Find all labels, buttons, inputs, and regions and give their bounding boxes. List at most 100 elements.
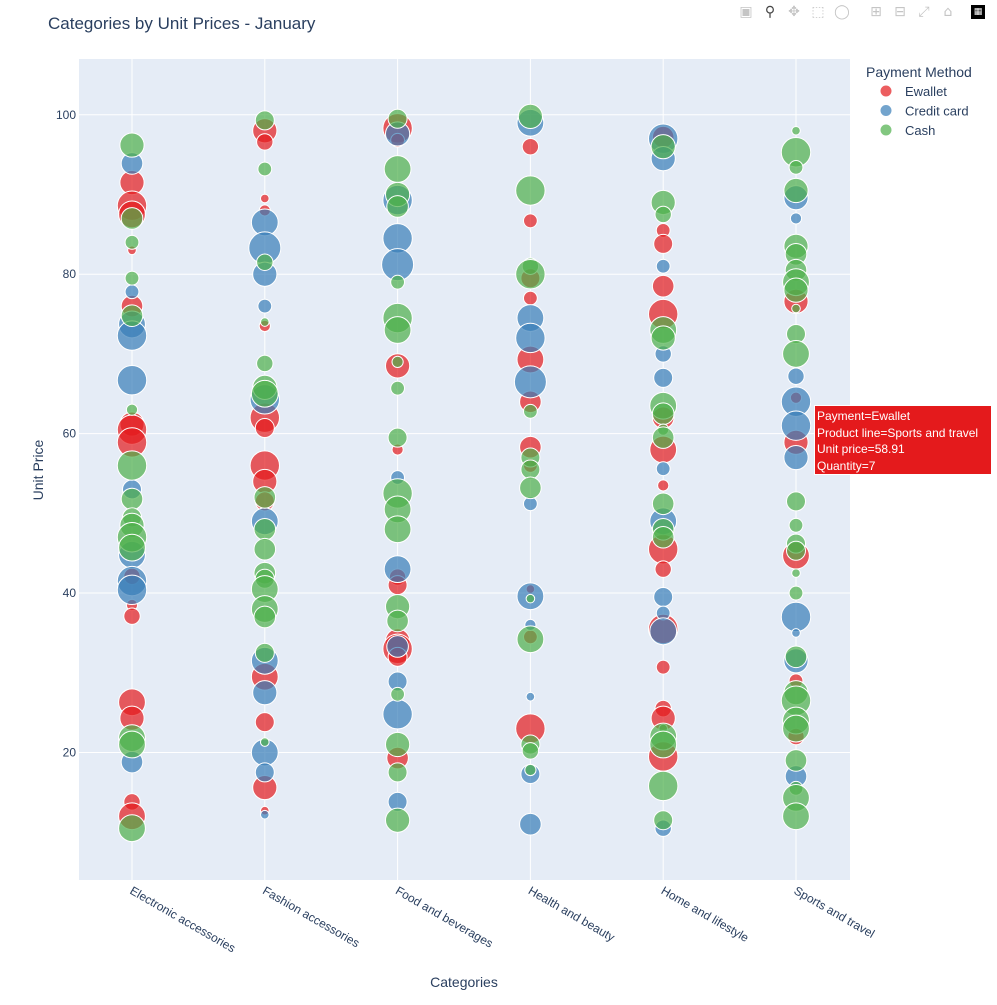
data-point[interactable] [791, 568, 801, 578]
data-point[interactable] [120, 304, 144, 327]
data-point[interactable] [254, 762, 275, 783]
data-point[interactable] [525, 593, 536, 604]
data-point[interactable] [382, 699, 413, 730]
camera-icon[interactable]: ▣ [739, 4, 753, 20]
legend-label[interactable]: Credit card [905, 104, 969, 119]
data-point[interactable] [783, 277, 809, 303]
data-point[interactable] [523, 403, 538, 419]
legend-label[interactable]: Cash [905, 123, 935, 138]
data-point[interactable] [784, 749, 808, 772]
data-point[interactable] [387, 762, 408, 783]
data-point[interactable] [783, 177, 809, 204]
data-point[interactable] [521, 137, 540, 156]
pan-icon[interactable]: ✥ [788, 4, 800, 20]
plotly-logo[interactable]: ▦ [971, 5, 985, 19]
data-point[interactable] [256, 133, 274, 151]
data-point[interactable] [648, 770, 679, 802]
data-point[interactable] [791, 125, 801, 136]
legend-marker[interactable] [879, 84, 893, 98]
data-point[interactable] [116, 450, 148, 481]
data-point[interactable] [651, 525, 675, 549]
data-point[interactable] [655, 461, 671, 477]
data-point[interactable] [780, 410, 812, 441]
data-point[interactable] [649, 730, 678, 759]
data-point[interactable] [786, 491, 806, 512]
data-point[interactable] [118, 730, 146, 759]
data-point[interactable] [651, 426, 675, 449]
plot-area[interactable] [79, 59, 850, 880]
data-point[interactable] [782, 714, 810, 743]
data-point[interactable] [256, 354, 274, 373]
data-point[interactable] [391, 355, 404, 368]
data-point[interactable] [253, 605, 277, 629]
data-point[interactable] [383, 555, 412, 584]
data-point[interactable] [385, 807, 411, 833]
data-point[interactable] [523, 213, 538, 229]
data-point[interactable] [383, 316, 412, 344]
data-point[interactable] [788, 517, 804, 533]
data-point[interactable] [523, 290, 538, 306]
data-point[interactable] [254, 110, 275, 131]
data-point[interactable] [386, 635, 409, 658]
data-point[interactable] [387, 427, 408, 448]
legend-label[interactable]: Ewallet [905, 84, 947, 99]
data-point[interactable] [386, 609, 409, 633]
data-point[interactable] [254, 712, 275, 733]
data-point[interactable] [787, 367, 805, 385]
data-point[interactable] [525, 691, 536, 702]
data-point[interactable] [783, 444, 809, 471]
data-point[interactable] [390, 380, 406, 396]
data-point[interactable] [786, 540, 806, 561]
data-point[interactable] [654, 560, 672, 578]
box-select-icon[interactable]: ⬚ [811, 4, 825, 20]
data-point[interactable] [519, 476, 542, 500]
reset-axes-icon[interactable]: ⌂ [943, 4, 953, 20]
data-point[interactable] [383, 155, 412, 183]
data-point[interactable] [655, 659, 671, 675]
data-point[interactable] [383, 515, 412, 544]
data-point[interactable] [517, 103, 544, 129]
data-point[interactable] [387, 108, 408, 129]
zoom-out-icon[interactable]: ⊟ [894, 4, 906, 20]
data-point[interactable] [116, 574, 148, 606]
zoom-icon[interactable]: ⚲ [764, 4, 776, 20]
data-point[interactable] [791, 628, 801, 638]
data-point[interactable] [254, 418, 275, 439]
data-point[interactable] [125, 403, 139, 416]
data-point[interactable] [253, 486, 277, 509]
data-point[interactable] [257, 161, 273, 177]
data-point[interactable] [120, 487, 144, 511]
data-point[interactable] [260, 193, 270, 204]
data-point[interactable] [260, 809, 270, 820]
data-point[interactable] [653, 233, 674, 254]
data-point[interactable] [252, 680, 278, 706]
autoscale-icon[interactable]: ⤢ [918, 4, 930, 20]
data-point[interactable] [780, 601, 812, 633]
data-point[interactable] [791, 303, 801, 314]
data-point[interactable] [118, 533, 146, 562]
data-point[interactable] [385, 731, 411, 758]
data-point[interactable] [124, 284, 140, 300]
data-point[interactable] [390, 274, 406, 290]
legend-marker[interactable] [879, 123, 893, 137]
data-point[interactable] [390, 686, 406, 702]
data-point[interactable] [653, 367, 674, 388]
data-point[interactable] [118, 814, 146, 843]
data-point[interactable] [782, 802, 810, 831]
data-point[interactable] [253, 517, 277, 541]
data-point[interactable] [260, 737, 270, 747]
data-point[interactable] [260, 317, 270, 327]
data-point[interactable] [653, 810, 674, 831]
data-point[interactable] [123, 607, 141, 625]
data-point[interactable] [782, 340, 810, 368]
data-point[interactable] [649, 617, 678, 646]
data-point[interactable] [788, 160, 804, 175]
data-point[interactable] [119, 132, 145, 158]
data-point[interactable] [120, 207, 144, 230]
data-point[interactable] [650, 325, 676, 351]
lasso-icon[interactable]: ◯ [834, 4, 850, 20]
data-point[interactable] [516, 625, 545, 654]
zoom-in-icon[interactable]: ⊞ [870, 4, 882, 20]
data-point[interactable] [250, 379, 279, 408]
data-point[interactable] [788, 585, 804, 601]
